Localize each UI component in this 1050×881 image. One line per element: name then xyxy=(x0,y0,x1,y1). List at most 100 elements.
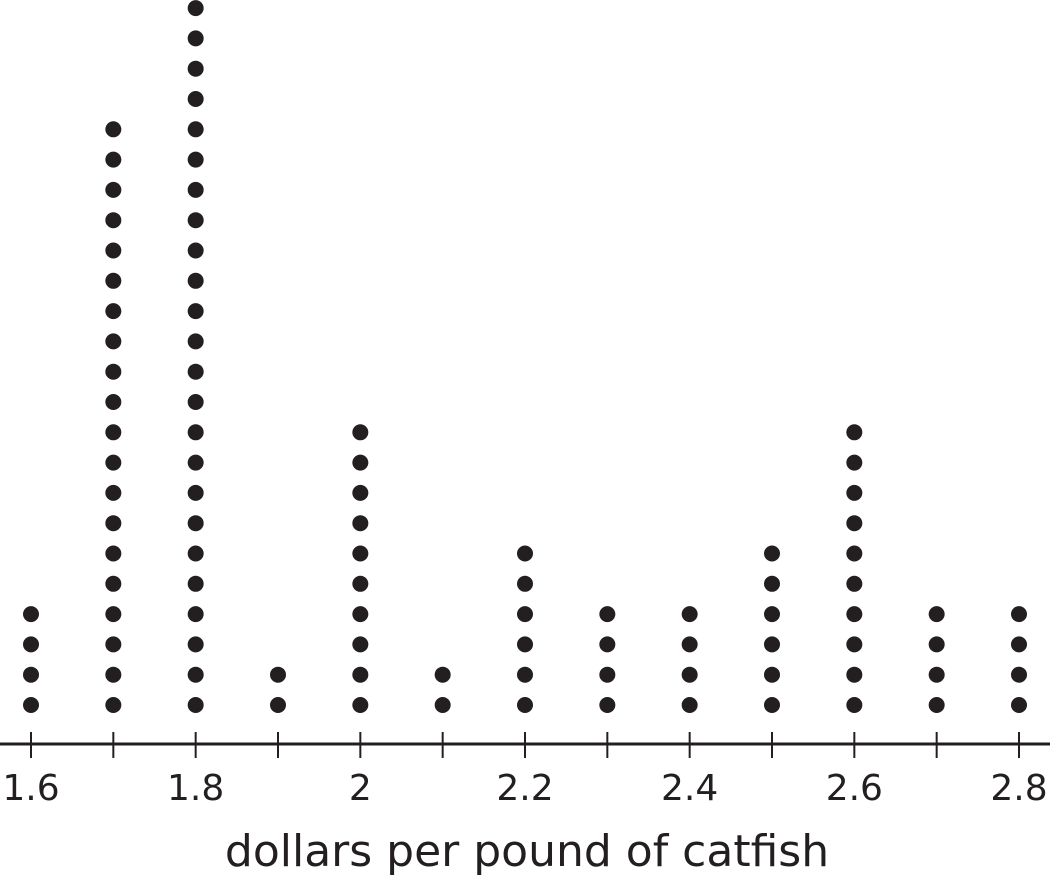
data-dot xyxy=(764,545,780,562)
data-dot xyxy=(105,575,122,592)
data-dot xyxy=(681,606,698,623)
data-dot xyxy=(105,303,122,320)
data-dot xyxy=(23,697,39,713)
data-dot xyxy=(187,515,204,532)
data-dot xyxy=(764,606,780,623)
data-dot xyxy=(1011,636,1027,653)
data-dot xyxy=(105,515,122,532)
data-dot xyxy=(23,666,39,683)
x-tick-label: 1.8 xyxy=(167,768,224,809)
data-dot xyxy=(599,666,616,683)
data-dot xyxy=(187,424,204,441)
data-dot xyxy=(846,515,863,532)
x-axis-label: dollars per pound of catfish xyxy=(225,826,829,877)
data-dot xyxy=(846,484,863,501)
data-dot xyxy=(764,575,780,592)
data-dot xyxy=(1011,697,1027,713)
data-dot xyxy=(105,606,122,623)
data-dot xyxy=(352,424,369,441)
data-dot xyxy=(1011,666,1027,683)
data-dot xyxy=(434,697,451,713)
x-tick-label: 2.6 xyxy=(826,768,883,809)
data-dot xyxy=(599,606,616,623)
data-dot xyxy=(105,394,122,410)
data-dot xyxy=(187,575,204,592)
data-dot xyxy=(105,545,122,562)
data-dot xyxy=(517,606,533,623)
data-dot xyxy=(105,242,122,259)
data-dot xyxy=(928,636,945,653)
data-dot xyxy=(187,60,204,77)
data-dot xyxy=(187,545,204,562)
data-dot xyxy=(599,697,616,713)
data-dot xyxy=(352,515,369,532)
x-tick-label: 2.4 xyxy=(661,768,718,809)
data-dot xyxy=(434,666,451,683)
data-dot xyxy=(352,697,369,713)
x-tick-label: 2.8 xyxy=(990,768,1047,809)
data-dot xyxy=(928,697,945,713)
data-dot xyxy=(352,666,369,683)
data-dot xyxy=(352,575,369,592)
data-dot xyxy=(105,121,122,138)
data-dot xyxy=(517,636,533,653)
data-dot xyxy=(187,484,204,501)
data-dot xyxy=(187,272,204,289)
data-dot xyxy=(846,454,863,471)
data-dot xyxy=(846,424,863,441)
data-dot xyxy=(105,272,122,289)
data-dot xyxy=(187,151,204,168)
data-dot xyxy=(105,636,122,653)
data-dot xyxy=(352,636,369,653)
data-dot xyxy=(105,697,122,713)
data-dot xyxy=(517,697,533,713)
data-dot xyxy=(105,424,122,441)
data-dot xyxy=(105,666,122,683)
data-dot xyxy=(105,333,122,350)
data-dot xyxy=(517,575,533,592)
data-dot xyxy=(352,454,369,471)
data-dot xyxy=(681,666,698,683)
data-dot xyxy=(187,363,204,380)
data-dot xyxy=(105,363,122,380)
data-dot xyxy=(187,212,204,229)
data-dot xyxy=(105,181,122,198)
data-dot xyxy=(187,303,204,320)
data-dot xyxy=(846,545,863,562)
data-dot xyxy=(23,606,39,623)
data-dot xyxy=(187,394,204,410)
data-dot xyxy=(846,606,863,623)
data-dot xyxy=(681,697,698,713)
data-dot xyxy=(187,121,204,138)
data-dot xyxy=(187,606,204,623)
data-dot xyxy=(270,666,286,683)
data-dot xyxy=(187,666,204,683)
data-dot xyxy=(187,697,204,713)
data-dot xyxy=(764,697,780,713)
data-dot xyxy=(846,575,863,592)
data-dot xyxy=(764,636,780,653)
data-dot xyxy=(23,636,39,653)
data-dot xyxy=(846,636,863,653)
data-dot xyxy=(764,666,780,683)
data-dot xyxy=(187,91,204,107)
data-dot xyxy=(352,545,369,562)
data-dot xyxy=(187,30,204,47)
data-dot xyxy=(599,636,616,653)
data-dot xyxy=(517,545,533,562)
data-dot xyxy=(1011,606,1027,623)
data-dot xyxy=(187,0,204,17)
data-dot xyxy=(105,484,122,501)
data-dot xyxy=(352,484,369,501)
x-tick-label: 1.6 xyxy=(2,768,59,809)
x-tick-label: 2.2 xyxy=(496,768,553,809)
data-dot xyxy=(187,333,204,350)
data-dot xyxy=(105,454,122,471)
data-dot xyxy=(270,697,286,713)
data-dot xyxy=(187,242,204,259)
data-dot xyxy=(846,697,863,713)
data-dot xyxy=(187,454,204,471)
data-dot xyxy=(105,212,122,229)
data-dot xyxy=(105,151,122,168)
